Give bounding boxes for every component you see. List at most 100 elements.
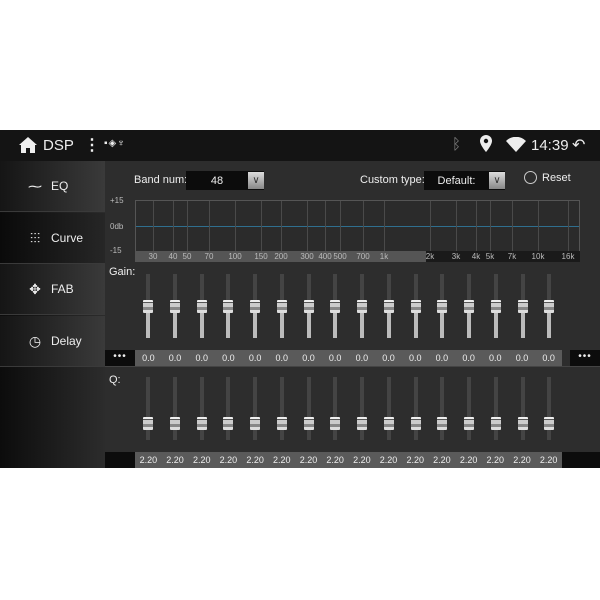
- gain-slider[interactable]: [437, 274, 448, 338]
- slider-knob[interactable]: [250, 299, 260, 313]
- gain-slider[interactable]: [383, 274, 394, 338]
- slider-knob[interactable]: [330, 417, 341, 430]
- prev-bands-button[interactable]: •••: [105, 350, 135, 366]
- slider-knob[interactable]: [383, 417, 394, 430]
- gain-slider[interactable]: [517, 274, 528, 338]
- slider-knob[interactable]: [223, 299, 234, 313]
- slider-knob[interactable]: [196, 299, 207, 313]
- slider-knob[interactable]: [143, 417, 153, 430]
- gain-slider[interactable]: [143, 274, 153, 338]
- q-slider[interactable]: [464, 377, 474, 440]
- q-value: 2.20: [539, 455, 558, 465]
- gain-slider[interactable]: [544, 274, 555, 338]
- sidebar-item-curve[interactable]: ⫶⫶⫶ Curve: [0, 213, 105, 264]
- q-slider[interactable]: [517, 377, 528, 440]
- slider-knob[interactable]: [250, 417, 260, 430]
- slider-knob[interactable]: [169, 299, 180, 313]
- gain-slider[interactable]: [357, 274, 367, 338]
- slider-knob[interactable]: [464, 299, 474, 313]
- waveform-icon: ⁓: [28, 177, 42, 194]
- gain-slider[interactable]: [490, 274, 501, 338]
- home-icon[interactable]: [18, 136, 38, 159]
- chevron-down-icon[interactable]: ∨: [489, 172, 505, 189]
- grid-line: [568, 201, 569, 251]
- freq-label: 150: [254, 252, 268, 261]
- custom-type-select[interactable]: Default: ∨: [424, 171, 505, 190]
- q-slider[interactable]: [250, 377, 260, 440]
- sidebar-item-label: Delay: [51, 334, 82, 348]
- q-slider[interactable]: [544, 377, 555, 440]
- slider-knob[interactable]: [544, 417, 555, 430]
- sidebar-item-fab[interactable]: ✥ FAB: [0, 264, 105, 315]
- more-vert-icon[interactable]: ⋮: [84, 137, 100, 154]
- slider-knob[interactable]: [223, 417, 234, 430]
- gain-slider[interactable]: [330, 274, 341, 338]
- slider-knob[interactable]: [383, 299, 394, 313]
- grid-line: [307, 201, 308, 251]
- gain-slider[interactable]: [250, 274, 260, 338]
- q-slider[interactable]: [383, 377, 394, 440]
- q-slider[interactable]: [437, 377, 448, 440]
- band-num-select[interactable]: 48 ∨: [186, 171, 264, 190]
- slider-knob[interactable]: [437, 417, 448, 430]
- q-slider[interactable]: [410, 377, 421, 440]
- slider-knob[interactable]: [437, 299, 448, 313]
- gain-slider[interactable]: [464, 274, 474, 338]
- y-label-max: +15: [110, 196, 124, 205]
- gain-slider[interactable]: [169, 274, 180, 338]
- slider-knob[interactable]: [196, 417, 207, 430]
- gain-value: 0.0: [248, 353, 262, 363]
- q-value: 2.20: [192, 455, 211, 465]
- slider-knob[interactable]: [143, 299, 153, 313]
- gain-slider[interactable]: [196, 274, 207, 338]
- slider-knob[interactable]: [544, 299, 555, 313]
- gain-values-row: 0.0 0.0 0.0 0.0 0.0 0.0 0.0 0.0 0.0 0.0 0.0 0.0 0.0 0…: [135, 350, 562, 366]
- slider-knob[interactable]: [490, 299, 501, 313]
- reset-button[interactable]: Reset: [524, 171, 571, 184]
- gain-slider[interactable]: [410, 274, 421, 338]
- slider-knob[interactable]: [276, 299, 287, 313]
- slider-knob[interactable]: [357, 299, 367, 313]
- eq-curve-graph: 30 40 50 70 100 150 200 300 400 500 700 1k 2k 3k 4k 5k 7…: [135, 200, 580, 262]
- q-slider[interactable]: [490, 377, 501, 440]
- slider-knob[interactable]: [330, 299, 341, 313]
- y-label-min: -15: [110, 246, 122, 255]
- freq-label: 10k: [531, 252, 545, 261]
- gain-value: 0.0: [302, 353, 315, 363]
- sidebar-item-eq[interactable]: ⁓ EQ: [0, 161, 105, 212]
- sidebar-item-delay[interactable]: ◷ Delay: [0, 316, 105, 367]
- gain-slider[interactable]: [276, 274, 287, 338]
- slider-knob[interactable]: [357, 417, 367, 430]
- q-label: Q:: [109, 374, 121, 386]
- slider-knob[interactable]: [410, 417, 421, 430]
- q-slider[interactable]: [169, 377, 180, 440]
- gain-slider[interactable]: [303, 274, 314, 338]
- slider-knob[interactable]: [410, 299, 421, 313]
- slider-knob[interactable]: [276, 417, 287, 430]
- back-icon[interactable]: ↶: [572, 137, 586, 154]
- slider-knob[interactable]: [517, 417, 528, 430]
- q-slider[interactable]: [223, 377, 234, 440]
- slider-knob[interactable]: [517, 299, 528, 313]
- gain-value: 0.0: [435, 353, 449, 363]
- next-bands-button[interactable]: •••: [570, 350, 600, 366]
- gain-slider[interactable]: [223, 274, 234, 338]
- q-slider[interactable]: [196, 377, 207, 440]
- q-slider[interactable]: [330, 377, 341, 440]
- slider-knob[interactable]: [169, 417, 180, 430]
- chevron-down-icon[interactable]: ∨: [248, 172, 264, 189]
- slider-knob[interactable]: [464, 417, 474, 430]
- slider-knob[interactable]: [303, 417, 314, 430]
- freq-label: 3k: [451, 252, 461, 261]
- q-slider[interactable]: [357, 377, 367, 440]
- q-slider[interactable]: [303, 377, 314, 440]
- location-icon: [480, 135, 492, 157]
- reset-label: Reset: [542, 171, 571, 184]
- freq-band-dark: [426, 251, 580, 262]
- q-slider[interactable]: [276, 377, 287, 440]
- slider-knob[interactable]: [490, 417, 501, 430]
- bluetooth-icon: ᛒ: [452, 136, 462, 153]
- slider-knob[interactable]: [303, 299, 314, 313]
- gain-value: 0.0: [168, 353, 182, 363]
- q-slider[interactable]: [143, 377, 153, 440]
